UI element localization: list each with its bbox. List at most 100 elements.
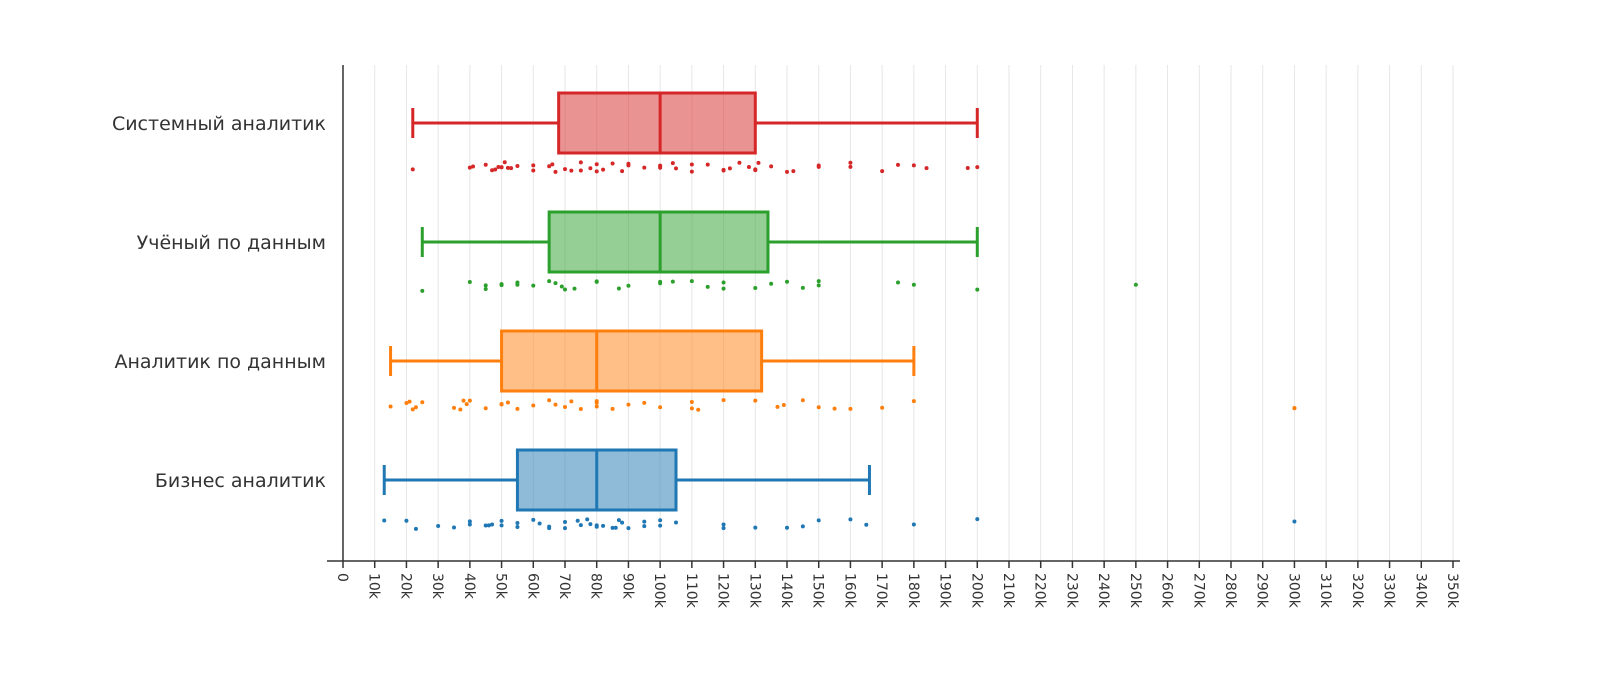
x-tick-label: 200k — [968, 573, 984, 609]
data-point — [800, 398, 805, 403]
data-point — [486, 523, 491, 528]
data-point — [569, 399, 574, 404]
x-tick-label: 190k — [937, 573, 953, 609]
data-point — [588, 522, 593, 527]
data-point — [911, 282, 916, 287]
data-point — [515, 524, 520, 529]
data-point — [705, 284, 710, 289]
x-tick-label: 100k — [651, 573, 667, 609]
data-point — [594, 400, 599, 405]
data-point — [753, 398, 758, 403]
data-point — [775, 404, 780, 409]
x-tick-label: 280k — [1222, 573, 1238, 609]
data-point — [705, 162, 710, 167]
x-tick-label: 70k — [556, 573, 572, 600]
x-tick-label: 260k — [1159, 573, 1175, 609]
data-point — [880, 405, 885, 410]
x-tick-label: 110k — [683, 573, 699, 609]
data-point — [674, 166, 678, 171]
data-point — [461, 398, 466, 403]
category-label: Учёный по данным — [137, 232, 326, 254]
data-point — [553, 402, 558, 407]
data-point — [658, 518, 663, 523]
data-point — [816, 283, 821, 288]
data-point — [563, 520, 567, 525]
data-point — [626, 526, 631, 531]
x-tick-label: 140k — [778, 573, 794, 609]
data-point — [642, 524, 647, 529]
series-group — [382, 91, 1297, 531]
data-point — [880, 169, 885, 174]
data-point — [642, 165, 647, 170]
data-point — [689, 279, 694, 284]
data-point — [670, 279, 675, 284]
data-point — [746, 164, 751, 169]
data-point — [413, 526, 418, 531]
data-point — [721, 280, 726, 285]
data-point — [1133, 282, 1138, 287]
data-point — [585, 517, 590, 522]
data-point — [467, 522, 472, 527]
data-point — [721, 522, 726, 527]
data-point — [388, 404, 393, 409]
data-point — [616, 518, 621, 523]
x-tick-label: 180k — [905, 573, 921, 609]
data-point — [848, 164, 853, 169]
data-point — [537, 521, 542, 526]
data-point — [550, 162, 555, 167]
data-point — [965, 165, 970, 170]
data-point — [781, 403, 786, 408]
data-point — [413, 405, 418, 410]
data-point — [791, 169, 796, 174]
data-point — [756, 160, 761, 165]
box-iqr — [557, 91, 757, 155]
data-point — [509, 166, 514, 171]
x-tick-label: 150k — [810, 573, 826, 609]
box-iqr — [547, 210, 770, 274]
data-point — [594, 523, 599, 528]
data-point — [620, 520, 625, 525]
data-point — [436, 524, 441, 529]
data-point — [467, 165, 472, 170]
data-point — [601, 523, 606, 528]
data-point — [382, 518, 387, 523]
data-point — [467, 280, 472, 285]
data-point — [404, 400, 409, 405]
data-point — [727, 166, 732, 171]
data-point — [499, 518, 504, 523]
x-tick-label: 160k — [841, 573, 857, 609]
data-point — [531, 168, 536, 173]
data-point — [531, 403, 536, 408]
x-tick-label: 230k — [1063, 573, 1079, 609]
data-point — [864, 522, 869, 527]
data-point — [816, 405, 821, 410]
x-tick-label: 250k — [1127, 573, 1143, 609]
data-point — [753, 285, 758, 290]
data-point — [601, 167, 606, 172]
data-point — [464, 402, 469, 407]
x-tick-label: 0 — [334, 573, 350, 582]
category-label: Аналитик по данным — [114, 351, 326, 373]
data-point — [578, 523, 583, 528]
data-point — [578, 406, 583, 411]
data-point — [496, 165, 501, 170]
data-point — [410, 167, 415, 172]
data-point — [531, 517, 536, 522]
data-point — [658, 165, 663, 170]
data-point — [407, 399, 412, 404]
data-point — [467, 519, 472, 524]
category-label: Системный аналитик — [112, 113, 326, 135]
data-point — [458, 407, 463, 412]
x-tick-label: 130k — [746, 573, 762, 609]
x-tick-label: 240k — [1095, 573, 1111, 609]
data-point — [531, 283, 536, 288]
data-point — [483, 283, 488, 288]
x-tick-label: 310k — [1317, 573, 1333, 609]
data-point — [483, 406, 488, 411]
data-point — [410, 407, 415, 412]
data-point — [816, 279, 821, 284]
data-point — [499, 523, 504, 528]
data-point — [515, 521, 520, 526]
data-point — [753, 167, 758, 172]
